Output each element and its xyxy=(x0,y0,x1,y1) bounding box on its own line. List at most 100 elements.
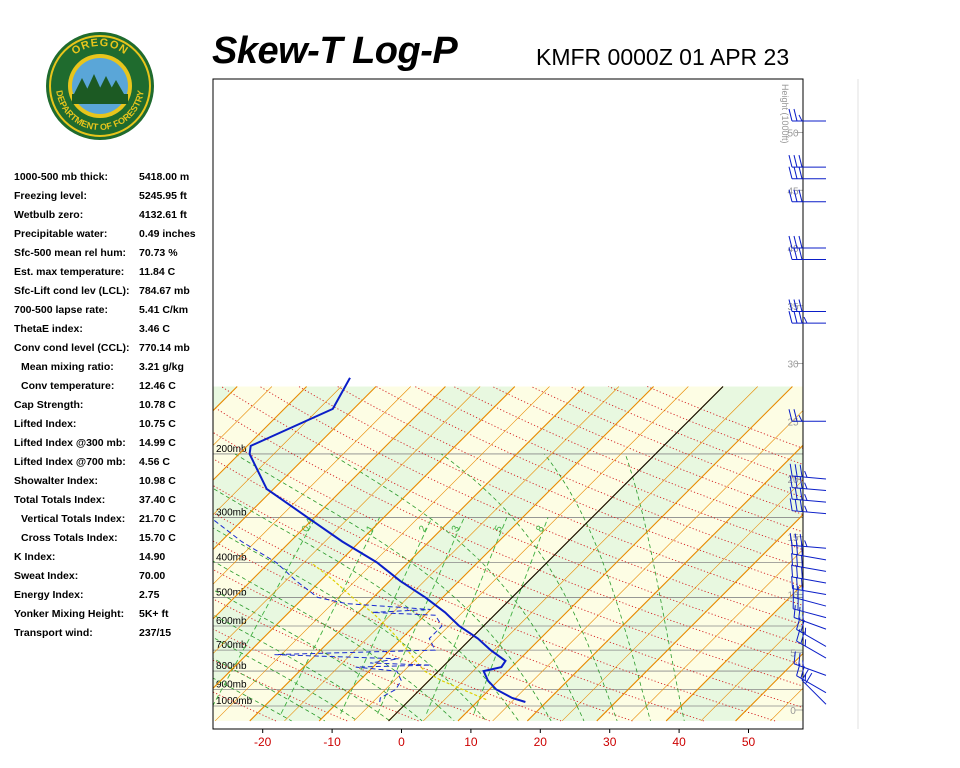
moist-adiabat xyxy=(213,589,404,707)
isobar-label: 900mb xyxy=(216,679,247,690)
wind-barb-feather xyxy=(802,614,804,621)
wind-barb-feather xyxy=(793,247,798,260)
index-row: Lifted Index @300 mb: 14.99 C xyxy=(14,434,214,453)
zero-isotherm xyxy=(388,386,724,722)
moist-adiabat xyxy=(441,453,613,707)
index-row: Sfc-Lift cond lev (LCL): 784.67 mb xyxy=(14,282,214,301)
wind-barb xyxy=(793,605,827,630)
index-value: 37.40 C xyxy=(139,494,176,506)
index-row: 700-500 lapse rate: 5.41 C/km xyxy=(14,301,214,320)
dry-adiabat xyxy=(213,458,803,709)
wind-barb-feather xyxy=(791,576,794,589)
height-tick-label: 5 xyxy=(790,648,796,659)
isotherm-band xyxy=(213,386,238,411)
wind-barb xyxy=(793,651,827,676)
moist-adiabat xyxy=(330,453,578,707)
index-row: Transport wind: 237/15 xyxy=(14,624,214,643)
index-label: Vertical Totals Index: xyxy=(21,513,126,525)
dewpoint-profile-line xyxy=(213,518,443,703)
isotherm-line xyxy=(249,386,585,722)
isotherm-line xyxy=(805,386,960,720)
index-row: Cross Totals Index: 15.70 C xyxy=(14,529,214,548)
dry-adiabat xyxy=(213,569,562,722)
wind-barb-feather xyxy=(798,235,803,249)
wind-barb-feather xyxy=(796,577,798,590)
wind-barb-feather xyxy=(798,310,803,324)
wind-barb-feather xyxy=(804,494,808,501)
moist-adiabat xyxy=(213,527,474,707)
index-label: Lifted Index @300 mb: xyxy=(14,437,126,449)
wind-barb-staff xyxy=(796,675,827,694)
index-label: Total Totals Index: xyxy=(14,494,106,506)
wind-barb-feather xyxy=(800,566,803,579)
mixing-ratio-line xyxy=(340,517,433,714)
index-value: 14.90 xyxy=(139,551,166,563)
dry-adiabat xyxy=(492,386,803,515)
isotherm-line xyxy=(213,386,273,446)
chart-title: Skew-T Log-P xyxy=(212,30,458,72)
index-value: 5K+ ft xyxy=(139,608,169,620)
mixing-ratio-line xyxy=(280,517,380,714)
isotherm-line xyxy=(0,386,203,720)
index-value: 21.70 C xyxy=(139,513,176,525)
x-axis: -20 -10 0 10 20 30 40 50 xyxy=(254,729,755,749)
height-tick-label: 15 xyxy=(787,533,799,544)
index-value: 12.46 C xyxy=(139,380,176,392)
moist-adiabat xyxy=(368,705,391,722)
station-time-label: KMFR 0000Z 01 APR 23 xyxy=(536,44,790,70)
wind-barb-feather xyxy=(798,155,803,168)
x-tick-label: 20 xyxy=(534,735,548,749)
index-value: 0.49 inches xyxy=(139,228,196,240)
wind-barb-feather xyxy=(788,166,793,179)
stability-indices-panel: 1000-500 mb thick: 5418.00 m Freezing leve… xyxy=(14,168,214,643)
wind-barb-feather xyxy=(799,533,803,547)
index-label: Cross Totals Index: xyxy=(21,532,118,544)
wind-barb xyxy=(792,596,827,619)
isotherm-line xyxy=(213,386,481,655)
wind-barb-feather xyxy=(804,540,808,547)
wind-barb xyxy=(788,409,826,422)
index-row: K Index: 14.90 xyxy=(14,548,214,567)
mixing-ratio-line xyxy=(426,517,508,714)
wind-barb-staff xyxy=(793,617,827,630)
wind-barb-feather xyxy=(804,505,808,513)
wind-barb-staff xyxy=(792,553,827,561)
wind-barb-staff xyxy=(793,608,827,619)
height-tick-label: 35 xyxy=(787,302,799,313)
isobar-label: 800mb xyxy=(216,661,247,672)
sounding-profiles xyxy=(213,377,526,703)
isotherm-line xyxy=(631,548,803,722)
moist-adiabat xyxy=(680,705,685,722)
dry-adiabat xyxy=(213,598,490,722)
isobar-label: 300mb xyxy=(216,507,247,518)
height-tick-label: 50 xyxy=(787,129,799,140)
index-label: Yonker Mixing Height: xyxy=(14,608,125,620)
index-value: 4132.61 ft xyxy=(139,209,187,221)
index-value: 14.99 C xyxy=(139,437,176,449)
isotherm-band xyxy=(0,386,98,720)
wind-barb xyxy=(791,553,827,572)
parcel-profile-line xyxy=(310,562,487,701)
moist-adiabat xyxy=(472,705,487,722)
isobar-label: 500mb xyxy=(216,587,247,598)
wind-barb-feather xyxy=(798,415,803,422)
index-value: 784.67 mb xyxy=(139,285,190,297)
index-value: 5418.00 m xyxy=(139,171,190,183)
isotherm-band xyxy=(0,386,29,720)
height-tick-label: 40 xyxy=(787,244,799,255)
wind-barb-staff xyxy=(792,498,827,503)
isotherm-line xyxy=(735,652,803,722)
isotherm-line xyxy=(423,386,758,722)
tree-icon xyxy=(74,74,124,96)
index-label: Mean mixing ratio: xyxy=(21,361,114,373)
wind-barb-feather xyxy=(793,605,796,618)
isotherm-line xyxy=(0,386,133,720)
index-value: 2.75 xyxy=(139,589,160,601)
wind-barb-feather xyxy=(793,108,798,122)
wind-barb-feather xyxy=(788,409,793,422)
isotherm-line xyxy=(457,386,793,722)
isotherm-line xyxy=(213,386,377,551)
logo-gold-ring xyxy=(49,35,151,137)
wind-barb xyxy=(788,299,826,313)
wind-barb-feather xyxy=(793,299,798,312)
